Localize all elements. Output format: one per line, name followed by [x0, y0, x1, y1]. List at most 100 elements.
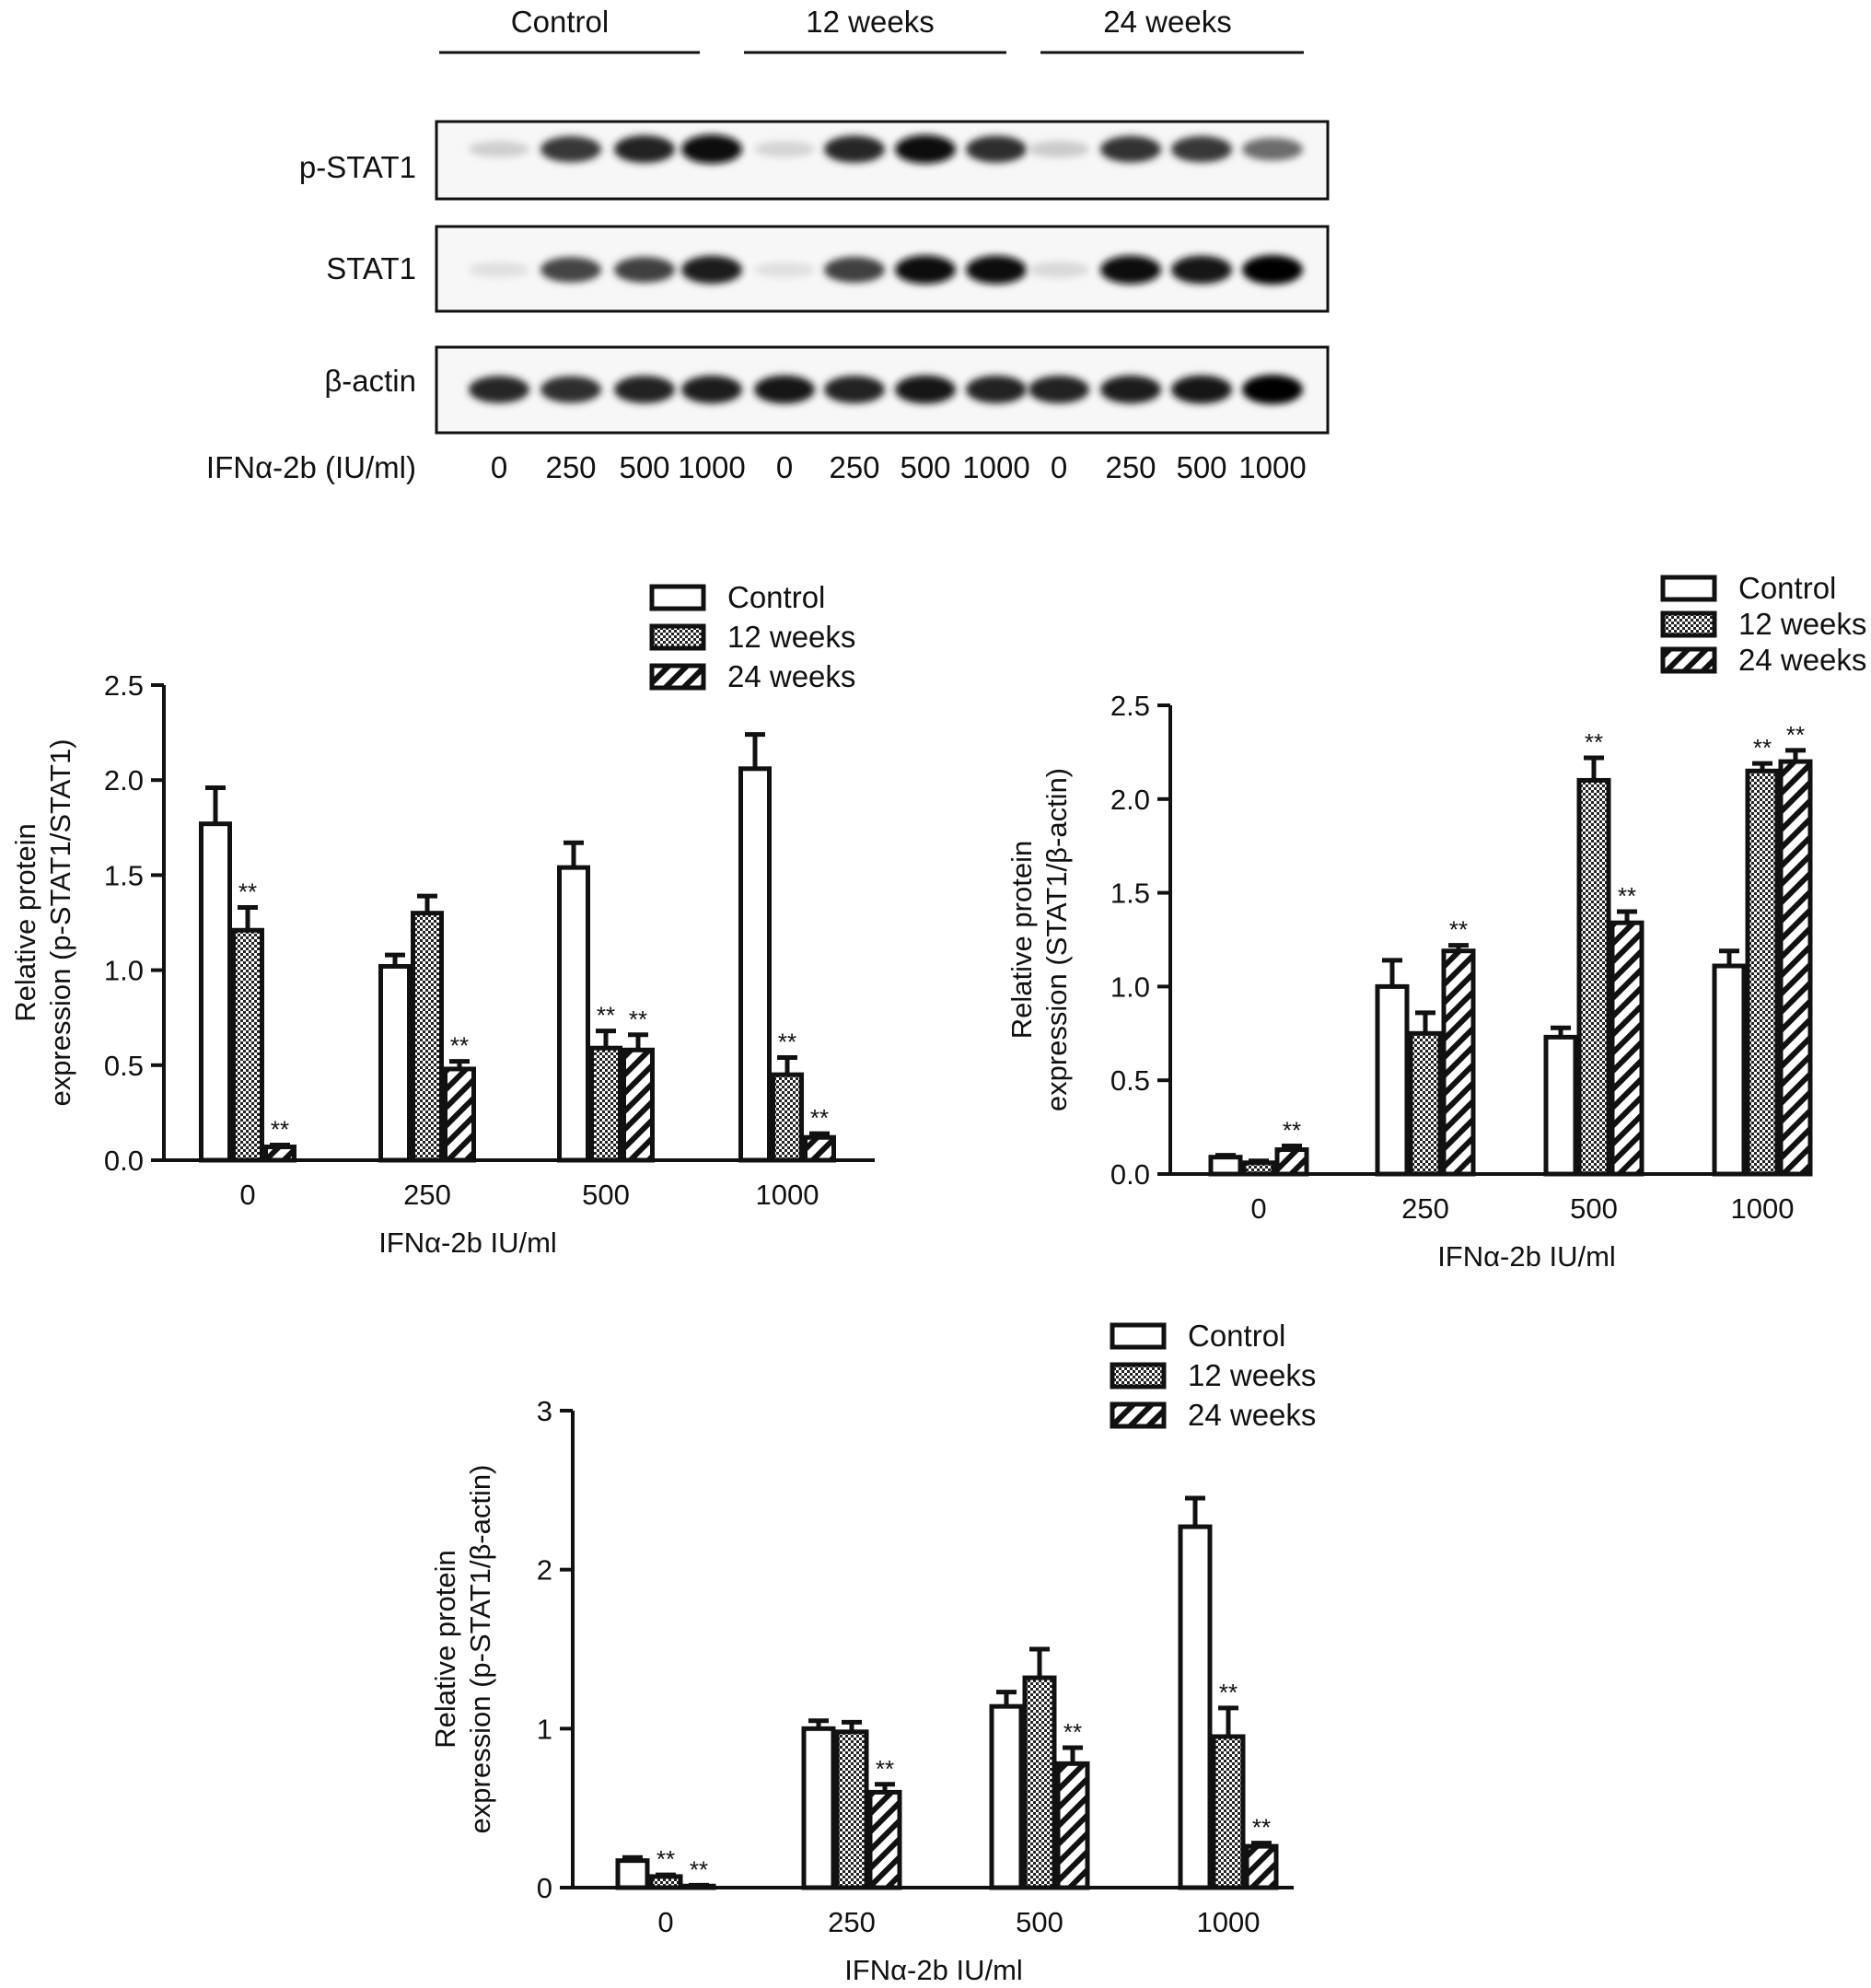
blot-band — [895, 134, 956, 164]
x-tick-label: 1000 — [1731, 1192, 1795, 1225]
blot-group-12w: 12 weeks — [806, 5, 934, 39]
significance-marker: ** — [1219, 1679, 1238, 1706]
bar — [1055, 1761, 1090, 1890]
significance-marker: ** — [1753, 734, 1772, 761]
blot-band — [966, 375, 1027, 404]
y-axis-label: Relative protein — [9, 823, 41, 1021]
bar — [771, 1072, 804, 1163]
blot-band — [754, 375, 815, 404]
bar — [803, 1134, 836, 1163]
blot-band — [1100, 255, 1161, 285]
blot-band — [1171, 375, 1232, 404]
blot-band — [540, 135, 601, 163]
x-tick-label: 500 — [1570, 1192, 1618, 1225]
blot-band — [614, 375, 675, 404]
x-tick-label: 500 — [1016, 1906, 1063, 1938]
y-tick-label: 3 — [537, 1395, 552, 1427]
bar — [648, 1874, 683, 1890]
x-axis-label: IFNα-2b IU/ml — [1437, 1240, 1616, 1273]
blot-band — [966, 135, 1027, 163]
legend-swatch — [1660, 575, 1717, 602]
bar — [1408, 1030, 1443, 1177]
blot-band — [824, 135, 885, 163]
legend-label: Control — [1738, 571, 1836, 605]
legend-label: Control — [727, 580, 825, 614]
significance-marker: ** — [1585, 728, 1603, 756]
significance-marker: ** — [876, 1755, 894, 1783]
x-tick-label: 0 — [657, 1906, 673, 1938]
bar — [1274, 1147, 1309, 1177]
blot-band — [895, 375, 956, 404]
y-tick-label: 2.5 — [1110, 690, 1150, 722]
y-tick-label: 0.0 — [1110, 1158, 1150, 1191]
significance-marker: ** — [450, 1032, 469, 1060]
significance-marker: ** — [1786, 721, 1805, 749]
y-tick-label: 0 — [537, 1872, 552, 1904]
bar — [867, 1789, 902, 1890]
bar — [738, 766, 772, 1163]
blot-dose-tick: 0 — [491, 450, 507, 484]
bar — [989, 1703, 1024, 1890]
blot-dose-tick: 1000 — [962, 450, 1029, 484]
x-tick-label: 1000 — [756, 1179, 819, 1211]
blot-band — [966, 255, 1027, 285]
blot-dose-tick: 1000 — [678, 450, 745, 484]
legend-swatch — [1660, 610, 1717, 638]
y-tick-label: 0.5 — [1110, 1064, 1150, 1097]
blot-band — [754, 141, 815, 157]
x-axis-label: IFNα-2b IU/ml — [378, 1227, 557, 1259]
blot-dose-tick: 250 — [1105, 450, 1156, 484]
significance-marker: ** — [1283, 1116, 1301, 1144]
x-tick-label: 250 — [828, 1906, 876, 1938]
bar — [557, 865, 590, 1163]
y-tick-label: 2.0 — [1110, 784, 1150, 816]
blot-dose-tick: 1000 — [1238, 450, 1306, 484]
blot-dose-tick: 0 — [776, 450, 793, 484]
bar — [622, 1047, 655, 1163]
blot-dose-label: IFNα-2b (IU/ml) — [206, 450, 416, 484]
blot-band — [614, 257, 675, 283]
legend-label: 12 weeks — [1188, 1358, 1316, 1392]
legend-label: 24 weeks — [1738, 643, 1866, 677]
legend-swatch — [649, 623, 706, 651]
blot-band — [1242, 375, 1303, 404]
bar — [1208, 1155, 1243, 1177]
legend-swatch — [1110, 1401, 1167, 1429]
significance-marker: ** — [597, 1002, 615, 1029]
legend-label: 12 weeks — [1738, 607, 1866, 641]
blot-band — [1028, 262, 1089, 278]
x-tick-label: 1000 — [1197, 1906, 1261, 1938]
bar — [615, 1858, 650, 1890]
bar — [231, 927, 264, 1163]
y-tick-label: 1.5 — [104, 859, 144, 891]
blot-band — [1242, 137, 1303, 161]
bar — [199, 821, 232, 1163]
bar — [1211, 1734, 1246, 1890]
bar — [801, 1726, 836, 1890]
y-axis-label: expression (p-STAT1/STAT1) — [44, 738, 76, 1106]
x-tick-label: 250 — [403, 1179, 451, 1211]
blot-dose-labels: 0 250 500 1000 0 250 500 1000 0 250 500 1000 — [491, 450, 1307, 484]
bar — [1543, 1034, 1578, 1177]
y-axis-label: Relative protein — [429, 1550, 461, 1748]
blot-band — [754, 262, 815, 278]
legend-swatch — [649, 663, 706, 691]
x-tick-label: 250 — [1401, 1192, 1449, 1225]
significance-marker: ** — [238, 878, 257, 905]
significance-marker: ** — [690, 1855, 708, 1883]
legend-label: 24 weeks — [727, 659, 855, 693]
legend-swatch — [1660, 646, 1717, 674]
y-tick-label: 0.5 — [104, 1050, 144, 1082]
bar — [1712, 963, 1747, 1177]
bar — [589, 1045, 622, 1163]
blot-dose-tick: 250 — [829, 450, 879, 484]
blot-band — [1171, 255, 1232, 285]
bar — [1241, 1160, 1276, 1177]
y-tick-label: 2.0 — [104, 764, 144, 796]
bar — [1178, 1524, 1213, 1890]
blot-dose-tick: 500 — [900, 450, 950, 484]
chart-pstat1-stat1: Control 12 weeks 24 weeks 0.0 0.5 1.0 1.5 2.0 2.… — [9, 580, 875, 1259]
significance-marker: ** — [657, 1845, 675, 1873]
